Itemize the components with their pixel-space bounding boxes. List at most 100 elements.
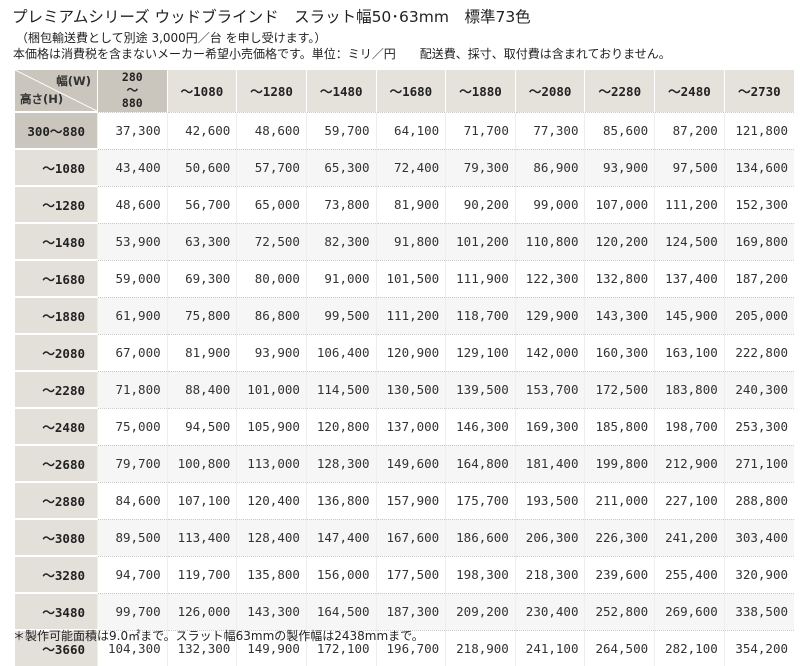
price-cell: 48,600: [236, 111, 307, 149]
table-row: ～3080 89,500 113,400 128,400 147,400 167,600 1…: [15, 518, 794, 556]
row-header: ～2080: [15, 333, 98, 371]
first-col-max: 880: [121, 96, 143, 111]
price-cell: 134,600: [723, 148, 794, 186]
row-header: ～3660: [15, 629, 98, 666]
price-cell: 206,300: [514, 518, 585, 556]
table-row: ～1480 53,900 63,300 72,500 82,300 91,800 101,2…: [15, 222, 794, 260]
column-header: ～1880: [445, 70, 516, 112]
price-cell: 75,800: [166, 296, 237, 334]
price-cell: 128,300: [305, 444, 377, 482]
price-cell: 59,000: [97, 259, 168, 297]
price-cell: 84,600: [97, 481, 168, 519]
price-cell: 199,800: [584, 444, 655, 482]
price-cell: 264,500: [584, 629, 655, 666]
price-cell: 137,000: [375, 407, 446, 445]
table-row: ～1080 43,400 50,600 57,700 65,300 72,400 79,30…: [15, 148, 794, 186]
price-cell: 156,000: [305, 555, 377, 593]
price-cell: 239,600: [584, 555, 655, 593]
price-cell: 113,000: [236, 444, 307, 482]
price-cell: 187,300: [375, 592, 446, 630]
price-cell: 121,800: [723, 111, 794, 149]
price-cell: 79,300: [445, 148, 516, 186]
price-cell: 93,900: [236, 333, 307, 371]
price-cell: 101,200: [445, 222, 516, 260]
price-cell: 111,200: [375, 296, 446, 334]
price-cell: 177,500: [375, 555, 446, 593]
width-label: 幅(W): [56, 74, 91, 88]
table-row: ～2080 67,000 81,900 93,900 106,400 120,900 129…: [15, 333, 794, 371]
price-cell: 320,900: [723, 555, 794, 593]
price-cell: 193,500: [514, 481, 585, 519]
table-row: ～2880 84,600 107,100 120,400 136,800 157,900 1…: [15, 481, 794, 519]
price-cell: 91,000: [305, 259, 377, 297]
price-cell: 122,300: [514, 259, 585, 297]
table-row: 300～880 37,300 42,600 48,600 59,700 64,100 71,…: [15, 111, 794, 149]
price-cell: 80,000: [236, 259, 307, 297]
price-cell: 107,100: [166, 481, 237, 519]
price-cell: 73,800: [305, 185, 377, 223]
price-cell: 153,700: [514, 370, 585, 408]
price-cell: 90,200: [445, 185, 516, 223]
price-cell: 99,500: [305, 296, 377, 334]
price-cell: 269,600: [654, 592, 725, 630]
price-cell: 164,800: [445, 444, 516, 482]
price-cell: 226,300: [584, 518, 655, 556]
price-cell: 218,900: [445, 629, 516, 666]
tax-note: 本価格は消費税を含まないメーカー希望小売価格です。単位：ミリ／円 配送費、採寸、…: [13, 47, 671, 61]
price-cell: 253,300: [723, 407, 794, 445]
price-cell: 71,700: [445, 111, 516, 149]
price-cell: 64,100: [375, 111, 446, 149]
price-cell: 42,600: [166, 111, 237, 149]
row-header: 300～880: [15, 111, 98, 149]
price-cell: 241,100: [514, 629, 585, 666]
price-cell: 124,500: [654, 222, 725, 260]
price-cell: 288,800: [723, 481, 794, 519]
price-cell: 99,700: [97, 592, 168, 630]
table-row: ～3480 99,700 126,000 143,300 164,500 187,300 2…: [15, 592, 794, 630]
price-cell: 89,500: [97, 518, 168, 556]
price-cell: 72,500: [236, 222, 307, 260]
price-cell: 172,500: [584, 370, 655, 408]
price-cell: 119,700: [166, 555, 237, 593]
row-header: ～3080: [15, 518, 98, 556]
price-cell: 59,700: [305, 111, 377, 149]
price-cell: 120,900: [375, 333, 446, 371]
price-cell: 128,400: [236, 518, 307, 556]
price-cell: 53,900: [97, 222, 168, 260]
price-cell: 187,200: [723, 259, 794, 297]
price-cell: 183,800: [654, 370, 725, 408]
row-header: ～1280: [15, 185, 98, 223]
price-cell: 230,400: [514, 592, 585, 630]
corner-diagonal: [15, 70, 97, 111]
price-cell: 222,800: [723, 333, 794, 371]
shipping-note: （梱包輸送費として別途 3,000円／台 を申し受けます。）: [16, 31, 327, 45]
row-header: ～1480: [15, 222, 98, 260]
price-cell: 120,800: [305, 407, 377, 445]
price-cell: 160,300: [584, 333, 655, 371]
price-cell: 163,100: [654, 333, 725, 371]
price-cell: 107,000: [584, 185, 655, 223]
price-cell: 105,900: [236, 407, 307, 445]
price-cell: 111,200: [654, 185, 725, 223]
price-cell: 113,400: [166, 518, 237, 556]
first-col-min: 280: [121, 70, 143, 85]
column-header: ～2480: [654, 70, 725, 112]
row-header: ～3280: [15, 555, 98, 593]
price-cell: 50,600: [166, 148, 237, 186]
price-cell: 218,300: [514, 555, 585, 593]
column-header: ～2080: [514, 70, 585, 112]
price-cell: 130,500: [375, 370, 446, 408]
price-cell: 212,900: [654, 444, 725, 482]
price-cell: 93,900: [584, 148, 655, 186]
price-cell: 111,900: [445, 259, 516, 297]
price-cell: 303,400: [723, 518, 794, 556]
price-cell: 211,000: [584, 481, 655, 519]
table-row: ～2280 71,800 88,400 101,000 114,500 130,500 13…: [15, 370, 794, 408]
row-header: ～2880: [15, 481, 98, 519]
price-cell: 120,400: [236, 481, 307, 519]
price-cell: 71,800: [97, 370, 168, 408]
price-cell: 88,400: [166, 370, 237, 408]
price-cell: 81,900: [166, 333, 237, 371]
price-cell: 186,600: [445, 518, 516, 556]
table-row: ～1680 59,000 69,300 80,000 91,000 101,500 111,…: [15, 259, 794, 297]
